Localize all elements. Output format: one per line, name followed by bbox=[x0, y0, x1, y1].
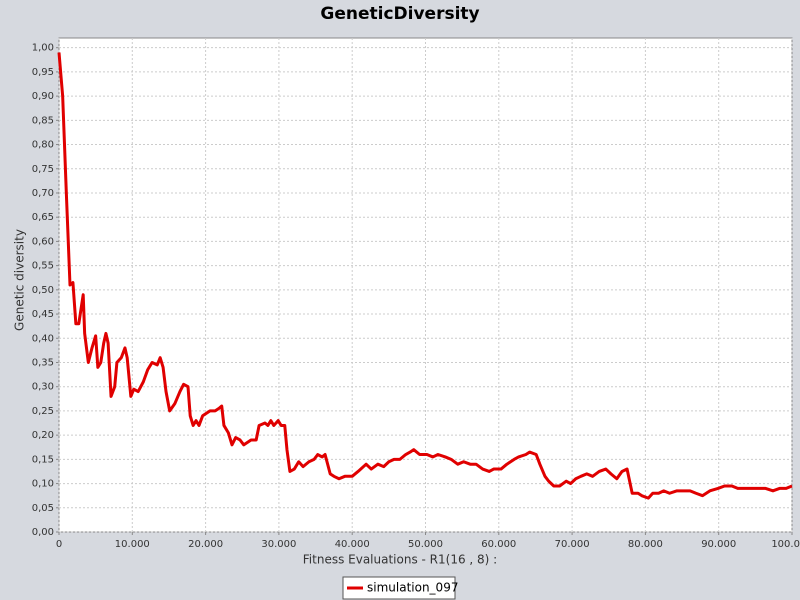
y-tick-label: 0,75 bbox=[32, 164, 54, 175]
x-tick-label: 0 bbox=[56, 539, 62, 550]
y-tick-label: 0,35 bbox=[32, 357, 54, 368]
x-tick-label: 30.000 bbox=[261, 539, 296, 550]
y-axis-label: Genetic diversity bbox=[13, 229, 27, 331]
legend-box bbox=[342, 576, 456, 600]
y-tick-label: 0,30 bbox=[32, 382, 54, 393]
x-tick-label: 60.000 bbox=[481, 539, 516, 550]
y-tick-label: 0,20 bbox=[32, 430, 54, 441]
x-tick-label: 20.000 bbox=[188, 539, 223, 550]
x-tick-label: 70.000 bbox=[555, 539, 590, 550]
legend-label: simulation_097 bbox=[367, 581, 458, 595]
y-tick-label: 0,00 bbox=[32, 527, 54, 538]
y-tick-label: 0,55 bbox=[32, 261, 54, 272]
x-tick-label: 100.000 bbox=[771, 539, 800, 550]
data-line bbox=[57, 52, 793, 500]
x-tick-label: 80.000 bbox=[628, 539, 663, 550]
x-tick-label: 10.000 bbox=[115, 539, 150, 550]
y-tick-label: 0,15 bbox=[32, 454, 54, 465]
y-tick-label: 0,80 bbox=[32, 140, 54, 151]
y-tick-label: 0,05 bbox=[32, 503, 54, 514]
y-tick-label: 0,95 bbox=[32, 67, 54, 78]
x-tick-label: 90.000 bbox=[701, 539, 736, 550]
x-axis-label: Fitness Evaluations - R1(16 , 8) : bbox=[303, 553, 497, 567]
y-tick-label: 0,85 bbox=[32, 115, 54, 126]
y-tick-label: 1,00 bbox=[32, 43, 54, 54]
y-tick-label: 0,25 bbox=[32, 406, 54, 417]
y-tick-label: 0,40 bbox=[32, 333, 54, 344]
y-tick-label: 0,65 bbox=[32, 212, 54, 223]
y-tick-label: 0,70 bbox=[32, 188, 54, 199]
y-tick-label: 0,10 bbox=[32, 479, 54, 490]
chart-title: GeneticDiversity bbox=[320, 4, 479, 24]
y-tick-label: 0,45 bbox=[32, 309, 54, 320]
y-tick-label: 0,50 bbox=[32, 285, 54, 296]
legend: simulation_097 bbox=[342, 576, 458, 600]
y-tick-label: 0,90 bbox=[32, 91, 54, 102]
x-tick-label: 50.000 bbox=[408, 539, 443, 550]
y-tick-label: 0,60 bbox=[32, 236, 54, 247]
x-tick-label: 40.000 bbox=[335, 539, 370, 550]
plot-area bbox=[58, 37, 793, 533]
